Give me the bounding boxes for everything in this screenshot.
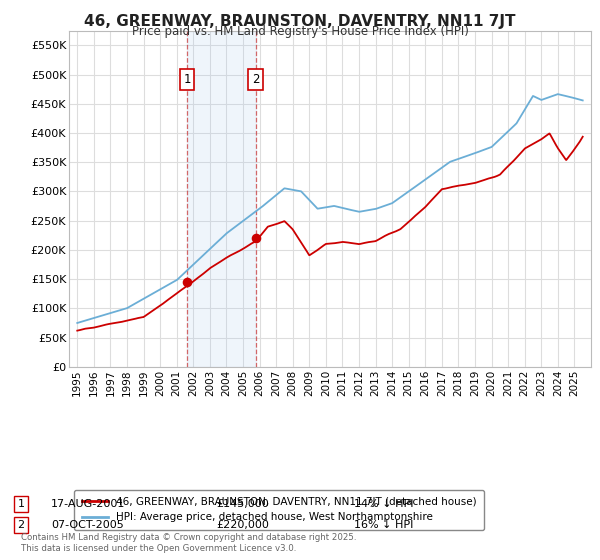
Text: 46, GREENWAY, BRAUNSTON, DAVENTRY, NN11 7JT: 46, GREENWAY, BRAUNSTON, DAVENTRY, NN11 … (84, 14, 516, 29)
Bar (187, 31, 256, 367)
Text: £145,000: £145,000 (216, 499, 269, 509)
Text: 07-OCT-2005: 07-OCT-2005 (51, 520, 124, 530)
Text: Contains HM Land Registry data © Crown copyright and database right 2025.
This d: Contains HM Land Registry data © Crown c… (21, 533, 356, 553)
Point (182, 278, 192, 287)
Text: 14% ↓ HPI: 14% ↓ HPI (354, 499, 413, 509)
Point (251, 234, 260, 242)
Text: 1: 1 (17, 499, 25, 509)
Text: 2: 2 (252, 73, 260, 86)
Legend: 46, GREENWAY, BRAUNSTON, DAVENTRY, NN11 7JT (detached house), HPI: Average price: 46, GREENWAY, BRAUNSTON, DAVENTRY, NN11 … (74, 490, 484, 530)
Text: 17-AUG-2001: 17-AUG-2001 (51, 499, 125, 509)
Text: 16% ↓ HPI: 16% ↓ HPI (354, 520, 413, 530)
Text: £220,000: £220,000 (216, 520, 269, 530)
Text: Price paid vs. HM Land Registry's House Price Index (HPI): Price paid vs. HM Land Registry's House … (131, 25, 469, 38)
Text: 2: 2 (17, 520, 25, 530)
Text: 1: 1 (184, 73, 191, 86)
